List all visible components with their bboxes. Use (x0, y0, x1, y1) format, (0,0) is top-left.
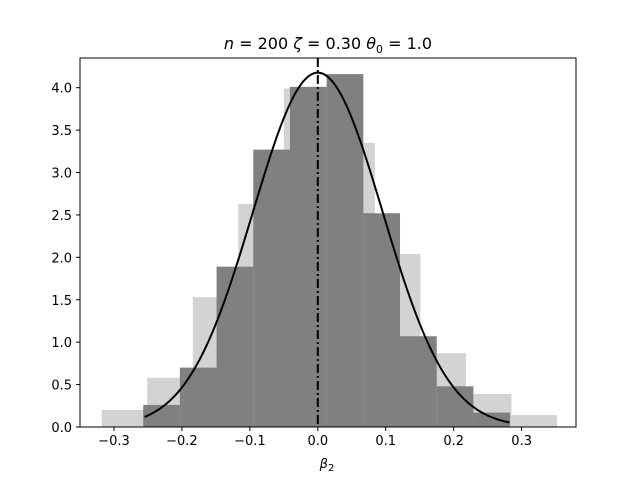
histogram-bars (101, 74, 557, 428)
y-tick-label-7: 3.5 (51, 124, 72, 139)
x-tick-label-5: 0.2 (443, 434, 464, 449)
y-tick-label-8: 4.0 (51, 82, 72, 97)
density-curve (144, 71, 510, 424)
histogram-bar-series1-1 (179, 367, 217, 427)
title-n-symbol: n (224, 34, 234, 53)
y-tick-label-2: 1.0 (51, 336, 72, 351)
y-tick-label-6: 3.0 (51, 167, 72, 182)
x-tick-label-6: 0.3 (511, 434, 532, 449)
chart-title: n = 200 ζ = 0.30 θ0 = 1.0 (224, 34, 432, 56)
y-tick-label-5: 2.5 (51, 209, 72, 224)
y-tick-label-0: 0.0 (51, 421, 72, 436)
x-axis-label-subscript: 2 (328, 463, 334, 474)
histogram-bar-series1-3 (253, 149, 290, 427)
title-zeta-symbol: ζ (292, 34, 303, 53)
histogram-bar-series1-5 (326, 74, 364, 427)
histogram-bar-series1-2 (216, 266, 254, 427)
histogram-bar-series0-0 (101, 410, 148, 427)
histogram-bar-series1-9 (473, 412, 511, 427)
y-axis: 0.0 0.5 1.0 1.5 2.0 2.5 3.0 3.5 4.0 (51, 82, 80, 436)
x-tick-label-1: −0.2 (166, 434, 198, 449)
x-tick-label-2: −0.1 (234, 434, 266, 449)
y-tick-label-1: 0.5 (51, 379, 72, 394)
title-n-value: = 200 (234, 34, 293, 53)
y-tick-label-4: 2.0 (51, 251, 72, 266)
histogram-bar-series1-6 (363, 213, 401, 427)
histogram-bar-series0-9 (511, 415, 557, 427)
title-theta-value: = 1.0 (383, 34, 432, 53)
histogram-bar-series1-4 (289, 86, 327, 428)
x-tick-label-3: 0.0 (307, 434, 328, 449)
y-tick-label-3: 1.5 (51, 294, 72, 309)
x-tick-label-4: 0.1 (375, 434, 396, 449)
title-zeta-value: = 0.30 (302, 34, 366, 53)
x-axis: −0.3 −0.2 −0.1 0.0 0.1 0.2 0.3 (98, 427, 532, 449)
x-axis-label: β2 (319, 457, 335, 474)
title-theta-symbol: θ (366, 34, 376, 53)
title-theta-subscript: 0 (376, 43, 383, 56)
density-curve-layer (144, 71, 510, 424)
histogram-bar-series1-0 (143, 404, 180, 427)
x-axis-label-symbol: β (319, 457, 328, 472)
histogram-bar-series1-8 (436, 386, 474, 427)
plot-frame (79, 57, 577, 428)
x-tick-label-0: −0.3 (98, 434, 130, 449)
histogram-bar-series1-7 (400, 336, 437, 427)
